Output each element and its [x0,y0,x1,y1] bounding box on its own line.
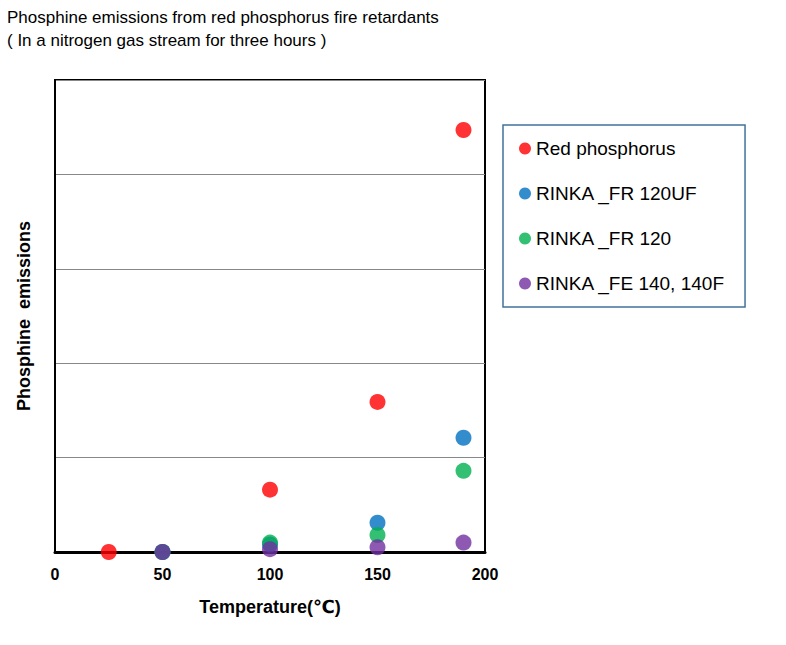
svg-text:100: 100 [257,566,284,583]
svg-text:Temperature(℃): Temperature(℃) [199,597,341,617]
svg-text:0: 0 [51,566,60,583]
svg-text:200: 200 [472,566,499,583]
svg-text:( In a nitrogen gas stream for: ( In a nitrogen gas stream for three hou… [7,31,326,50]
svg-text:Phosphine emissions: Phosphine emissions [14,221,34,411]
svg-text:Phosphine emissions from red p: Phosphine emissions from red phosphorus … [7,8,439,27]
svg-text:150: 150 [364,566,391,583]
svg-text:Red phosphorus: Red phosphorus [536,138,675,159]
svg-text:RINKA _FR 120: RINKA _FR 120 [536,228,671,250]
svg-text:RINKA _FE 140, 140F: RINKA _FE 140, 140F [536,273,724,295]
svg-text:RINKA _FR 120UF: RINKA _FR 120UF [536,183,697,205]
svg-text:50: 50 [154,566,172,583]
